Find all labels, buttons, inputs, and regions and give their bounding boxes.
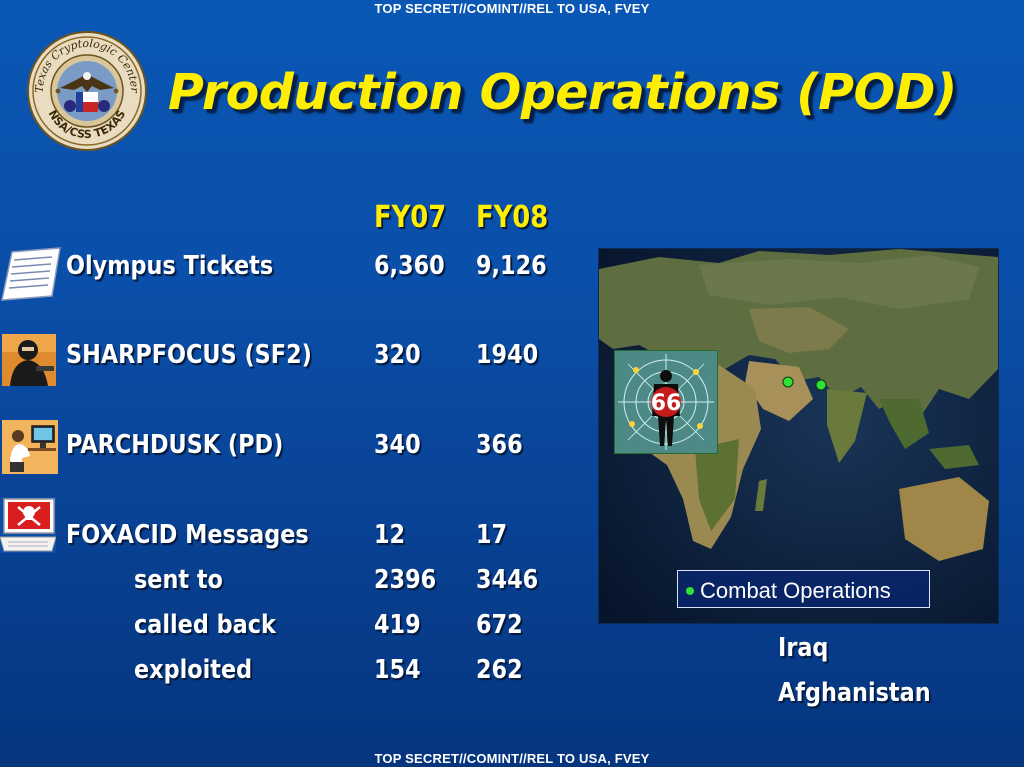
column-header-fy07: FY07 — [374, 200, 447, 235]
row-label-parchdusk: PARCHDUSK (PD) — [66, 430, 284, 460]
row-value-sharpfocus-fy07: 320 — [374, 340, 421, 370]
row-value-sharpfocus-fy08: 1940 — [476, 340, 539, 370]
subrow-value-exploited-fy08: 262 — [476, 655, 523, 685]
texas-cryptologic-center-seal: Texas Cryptologic Center NSA/CSS TEXAS — [26, 30, 148, 152]
document-icon — [0, 246, 62, 302]
masked-person-icon — [2, 334, 56, 386]
row-value-olympus-fy07: 6,360 — [374, 251, 445, 281]
subrow-value-sent-to-fy08: 3446 — [476, 565, 539, 595]
legend-label: Combat Operations — [700, 578, 891, 603]
subrow-value-sent-to-fy07: 2396 — [374, 565, 437, 595]
row-label-olympus-tickets: Olympus Tickets — [66, 251, 274, 281]
afghanistan-marker — [815, 379, 827, 391]
row-value-parchdusk-fy07: 340 — [374, 430, 421, 460]
row-value-parchdusk-fy08: 366 — [476, 430, 523, 460]
subrow-value-exploited-fy07: 154 — [374, 655, 421, 685]
iraq-marker — [782, 376, 794, 388]
subrow-label-called-back: called back — [134, 610, 276, 640]
row-value-olympus-fy08: 9,126 — [476, 251, 547, 281]
row-label-foxacid-messages: FOXACID Messages — [66, 520, 309, 550]
legend-marker-icon — [686, 587, 694, 595]
world-map — [598, 248, 999, 624]
row-value-foxacid-fy07: 12 — [374, 520, 406, 550]
classification-banner-bottom: TOP SECRET//COMINT//REL TO USA, FVEY — [374, 751, 650, 766]
row-label-sharpfocus: SHARPFOCUS (SF2) — [66, 340, 312, 370]
location-afghanistan: Afghanistan — [778, 678, 931, 708]
subrow-value-called-back-fy08: 672 — [476, 610, 523, 640]
row-value-foxacid-fy08: 17 — [476, 520, 508, 550]
column-header-fy08: FY08 — [476, 200, 549, 235]
classification-banner-top: TOP SECRET//COMINT//REL TO USA, FVEY — [374, 1, 650, 16]
skull-laptop-icon — [0, 497, 57, 553]
inset-badge-number: 66 — [651, 391, 682, 416]
page-title: Production Operations (POD) — [168, 64, 957, 121]
subrow-label-exploited: exploited — [134, 655, 253, 685]
subrow-value-called-back-fy07: 419 — [374, 610, 421, 640]
location-iraq: Iraq — [778, 633, 829, 663]
computer-user-icon — [2, 420, 58, 474]
subrow-label-sent-to: sent to — [134, 565, 223, 595]
map-legend: Combat Operations — [677, 570, 930, 608]
target-person-inset: 66 — [613, 349, 719, 455]
